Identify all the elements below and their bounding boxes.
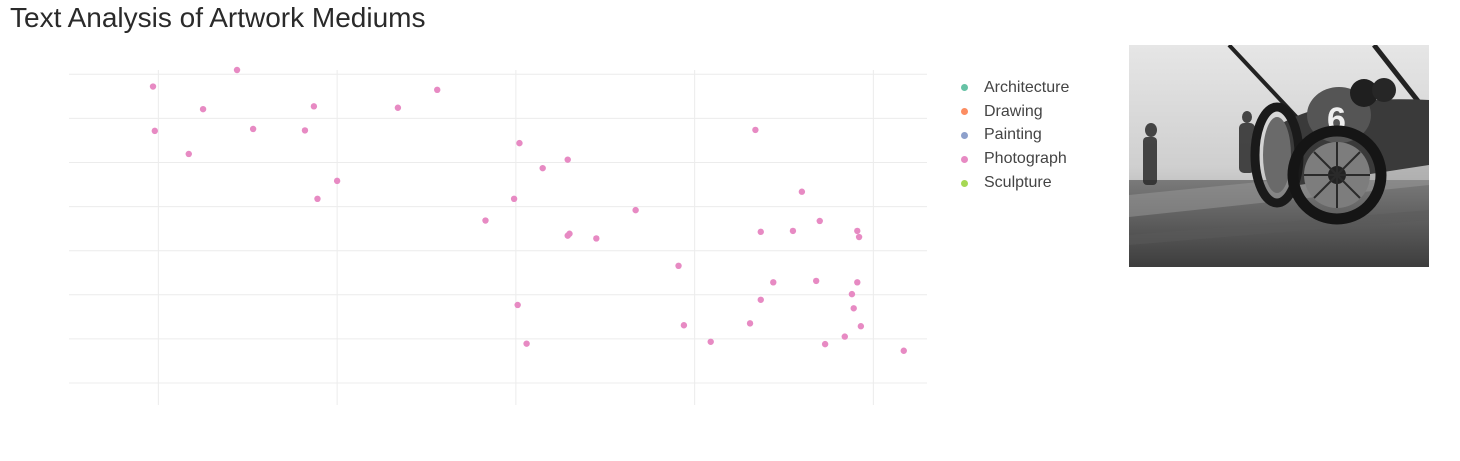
scatter-plot (69, 66, 927, 405)
data-point[interactable] (746, 320, 754, 327)
artwork-photo: 6 (1129, 45, 1429, 267)
legend-swatch (961, 179, 968, 187)
data-point[interactable] (632, 206, 639, 214)
legend-item[interactable]: Sculpture (955, 171, 1069, 195)
data-point[interactable] (249, 125, 257, 133)
grid-lines (69, 70, 927, 405)
data-point[interactable] (510, 195, 518, 203)
legend-label: Painting (984, 126, 1042, 144)
data-point[interactable] (593, 235, 600, 242)
legend-swatch (961, 84, 968, 92)
chart-title: Text Analysis of Artwork Mediums (10, 2, 426, 33)
data-point[interactable] (680, 322, 688, 329)
data-point[interactable] (770, 279, 777, 286)
data-point[interactable] (821, 340, 829, 348)
legend-swatch (961, 131, 968, 139)
data-point[interactable] (333, 177, 341, 185)
legend-label: Architecture (984, 78, 1070, 96)
data-point[interactable] (798, 188, 806, 195)
data-point[interactable] (233, 66, 241, 74)
data-point[interactable] (185, 150, 192, 158)
data-point[interactable] (854, 279, 861, 286)
data-point[interactable] (752, 126, 759, 134)
data-point[interactable] (564, 156, 571, 163)
data-point[interactable] (314, 195, 321, 203)
data-point[interactable] (394, 104, 402, 111)
data-point[interactable] (482, 217, 489, 224)
data-point[interactable] (310, 103, 318, 110)
data-point[interactable] (566, 230, 573, 237)
data-point[interactable] (757, 296, 764, 303)
data-point[interactable] (516, 139, 523, 147)
data-point[interactable] (199, 105, 207, 113)
data-points (149, 66, 907, 354)
legend-item[interactable]: Photograph (955, 147, 1069, 171)
data-point[interactable] (789, 227, 797, 235)
data-point[interactable] (434, 86, 441, 94)
legend-label: Drawing (984, 102, 1043, 120)
data-point[interactable] (149, 83, 157, 90)
legend-swatch (961, 155, 968, 163)
legend-label: Photograph (984, 150, 1067, 168)
data-point[interactable] (301, 127, 309, 134)
data-point[interactable] (850, 305, 857, 312)
legend-item[interactable]: Painting (955, 124, 1069, 148)
data-point[interactable] (675, 262, 682, 270)
legend: Architecture Drawing Painting Photograph Scu… (955, 76, 1069, 195)
legend-item[interactable]: Drawing (955, 100, 1069, 124)
data-point[interactable] (539, 164, 546, 172)
data-point[interactable] (848, 290, 856, 298)
data-point[interactable] (812, 277, 820, 285)
legend-item[interactable]: Architecture (955, 76, 1069, 100)
data-point[interactable] (514, 301, 521, 309)
data-point[interactable] (900, 347, 907, 354)
data-point[interactable] (854, 227, 861, 235)
data-point[interactable] (857, 323, 865, 330)
data-point[interactable] (757, 228, 764, 236)
data-point[interactable] (816, 217, 823, 225)
data-point[interactable] (523, 340, 530, 347)
legend-label: Sculpture (984, 174, 1052, 192)
data-point[interactable] (855, 233, 863, 241)
data-point[interactable] (841, 333, 848, 340)
legend-swatch (961, 108, 968, 116)
race-car-photo: 6 (1129, 45, 1429, 267)
data-point[interactable] (707, 338, 714, 345)
data-point[interactable] (151, 127, 158, 135)
